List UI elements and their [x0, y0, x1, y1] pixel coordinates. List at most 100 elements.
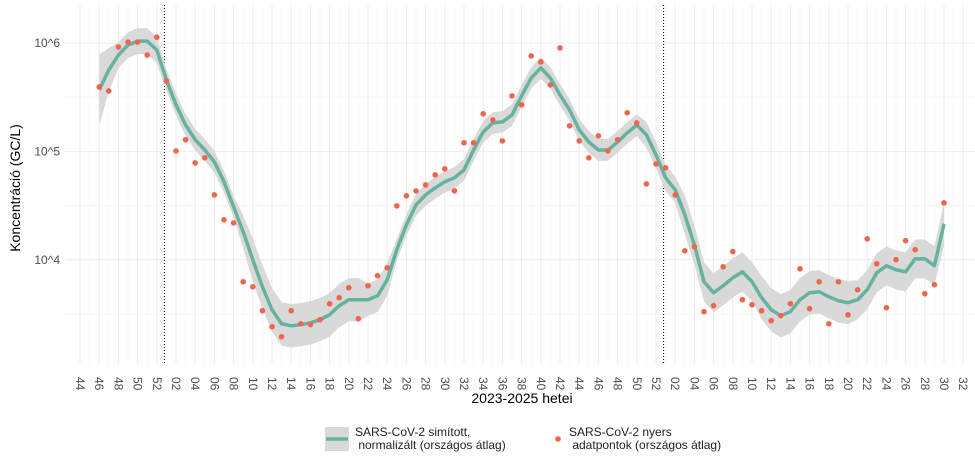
data-point [336, 294, 343, 301]
data-point [163, 78, 170, 84]
x-tick-label: 46 [591, 377, 605, 391]
x-tick-label: 52 [150, 377, 164, 391]
data-point [557, 45, 563, 51]
data-point [230, 220, 237, 226]
x-tick-label: 12 [764, 377, 778, 391]
x-tick-label: 30 [438, 377, 452, 391]
x-tick-label: 42 [553, 377, 567, 391]
data-point [528, 53, 534, 59]
x-axis-title: 2023-2025 hetei [471, 390, 572, 406]
legend-label: SARS-CoV-2 simított, normalizált (ország… [355, 425, 506, 452]
data-point [173, 148, 179, 154]
data-point [912, 246, 918, 253]
data-point [720, 263, 726, 270]
data-point [922, 290, 928, 297]
data-point [298, 320, 304, 327]
x-tick-label: 18 [822, 377, 836, 391]
x-tick-label: 14 [783, 377, 797, 391]
y-axis-title: Koncentráció (GC/L) [7, 124, 23, 252]
x-tick-label: 16 [803, 377, 817, 391]
x-tick-label: 06 [707, 377, 721, 391]
data-point [115, 44, 122, 50]
x-tick-label: 20 [841, 377, 855, 391]
x-tick-label: 44 [572, 377, 586, 391]
data-point [106, 88, 112, 94]
data-point [317, 316, 323, 323]
data-point [672, 192, 678, 198]
data-point [566, 123, 573, 129]
x-tick-label: 26 [399, 377, 413, 391]
data-point [768, 317, 774, 324]
data-point [413, 188, 419, 194]
x-tick-label: 22 [361, 377, 375, 391]
x-tick-label: 04 [687, 377, 701, 391]
data-point [806, 305, 813, 312]
x-tick-label: 08 [227, 377, 241, 391]
data-point [758, 307, 765, 314]
data-point [374, 272, 381, 279]
data-point [893, 256, 899, 263]
data-point [509, 93, 515, 99]
x-tick-label: 32 [956, 377, 970, 391]
legend-item: SARS-CoV-2 nyers adatpontok (országos át… [553, 426, 721, 452]
data-point [701, 308, 707, 315]
legend-label: SARS-CoV-2 nyers adatpontok (országos át… [569, 425, 722, 452]
data-point [547, 82, 554, 88]
data-point [259, 307, 266, 314]
data-point [643, 181, 650, 187]
data-point [614, 136, 621, 143]
x-tick-label: 34 [476, 377, 490, 391]
data-point [144, 52, 150, 58]
x-tick-label: 02 [169, 377, 183, 391]
data-point [624, 109, 630, 116]
x-tick-label: 18 [323, 377, 337, 391]
x-tick-label: 44 [73, 377, 87, 391]
data-point [202, 155, 208, 161]
y-tick-label: 10^4 [34, 253, 60, 267]
data-point [346, 284, 352, 291]
data-point [787, 300, 794, 307]
data-point [797, 265, 803, 272]
x-tick-label: 10 [246, 377, 260, 391]
x-tick-label: 10 [745, 377, 759, 391]
x-tick-label: 12 [265, 377, 279, 391]
data-point [422, 182, 429, 188]
data-point [595, 133, 602, 139]
data-point [451, 188, 458, 194]
data-point [586, 155, 592, 161]
legend-key [555, 436, 561, 442]
data-point [864, 236, 870, 242]
x-tick-label: 50 [630, 377, 644, 391]
x-tick-label: 26 [899, 377, 913, 391]
data-point [874, 260, 880, 267]
data-point [826, 320, 832, 327]
data-point [461, 139, 467, 146]
x-tick-label: 46 [92, 377, 106, 391]
legend: SARS-CoV-2 simított, normalizált (ország… [0, 420, 975, 460]
data-point [365, 282, 371, 289]
data-point [739, 296, 746, 303]
legend-key [325, 427, 349, 451]
x-tick-label: 20 [342, 377, 356, 391]
data-point [931, 281, 938, 288]
data-point [307, 321, 314, 328]
data-point [182, 136, 189, 143]
y-tick-label: 10^5 [34, 144, 60, 158]
data-point [480, 111, 487, 117]
data-point [192, 160, 198, 166]
x-tick-label: 28 [918, 377, 932, 391]
x-tick-label: 24 [879, 377, 893, 391]
data-point [442, 166, 448, 172]
x-tick-label: 36 [495, 377, 509, 391]
data-point [432, 172, 439, 178]
data-point [288, 307, 295, 314]
x-tick-label: 28 [419, 377, 433, 391]
data-point [749, 301, 755, 308]
data-point [816, 278, 822, 285]
data-point [394, 203, 400, 209]
data-point [883, 304, 890, 311]
data-point [854, 286, 861, 293]
x-tick-label: 32 [457, 377, 471, 391]
x-tick-label: 30 [937, 377, 951, 391]
